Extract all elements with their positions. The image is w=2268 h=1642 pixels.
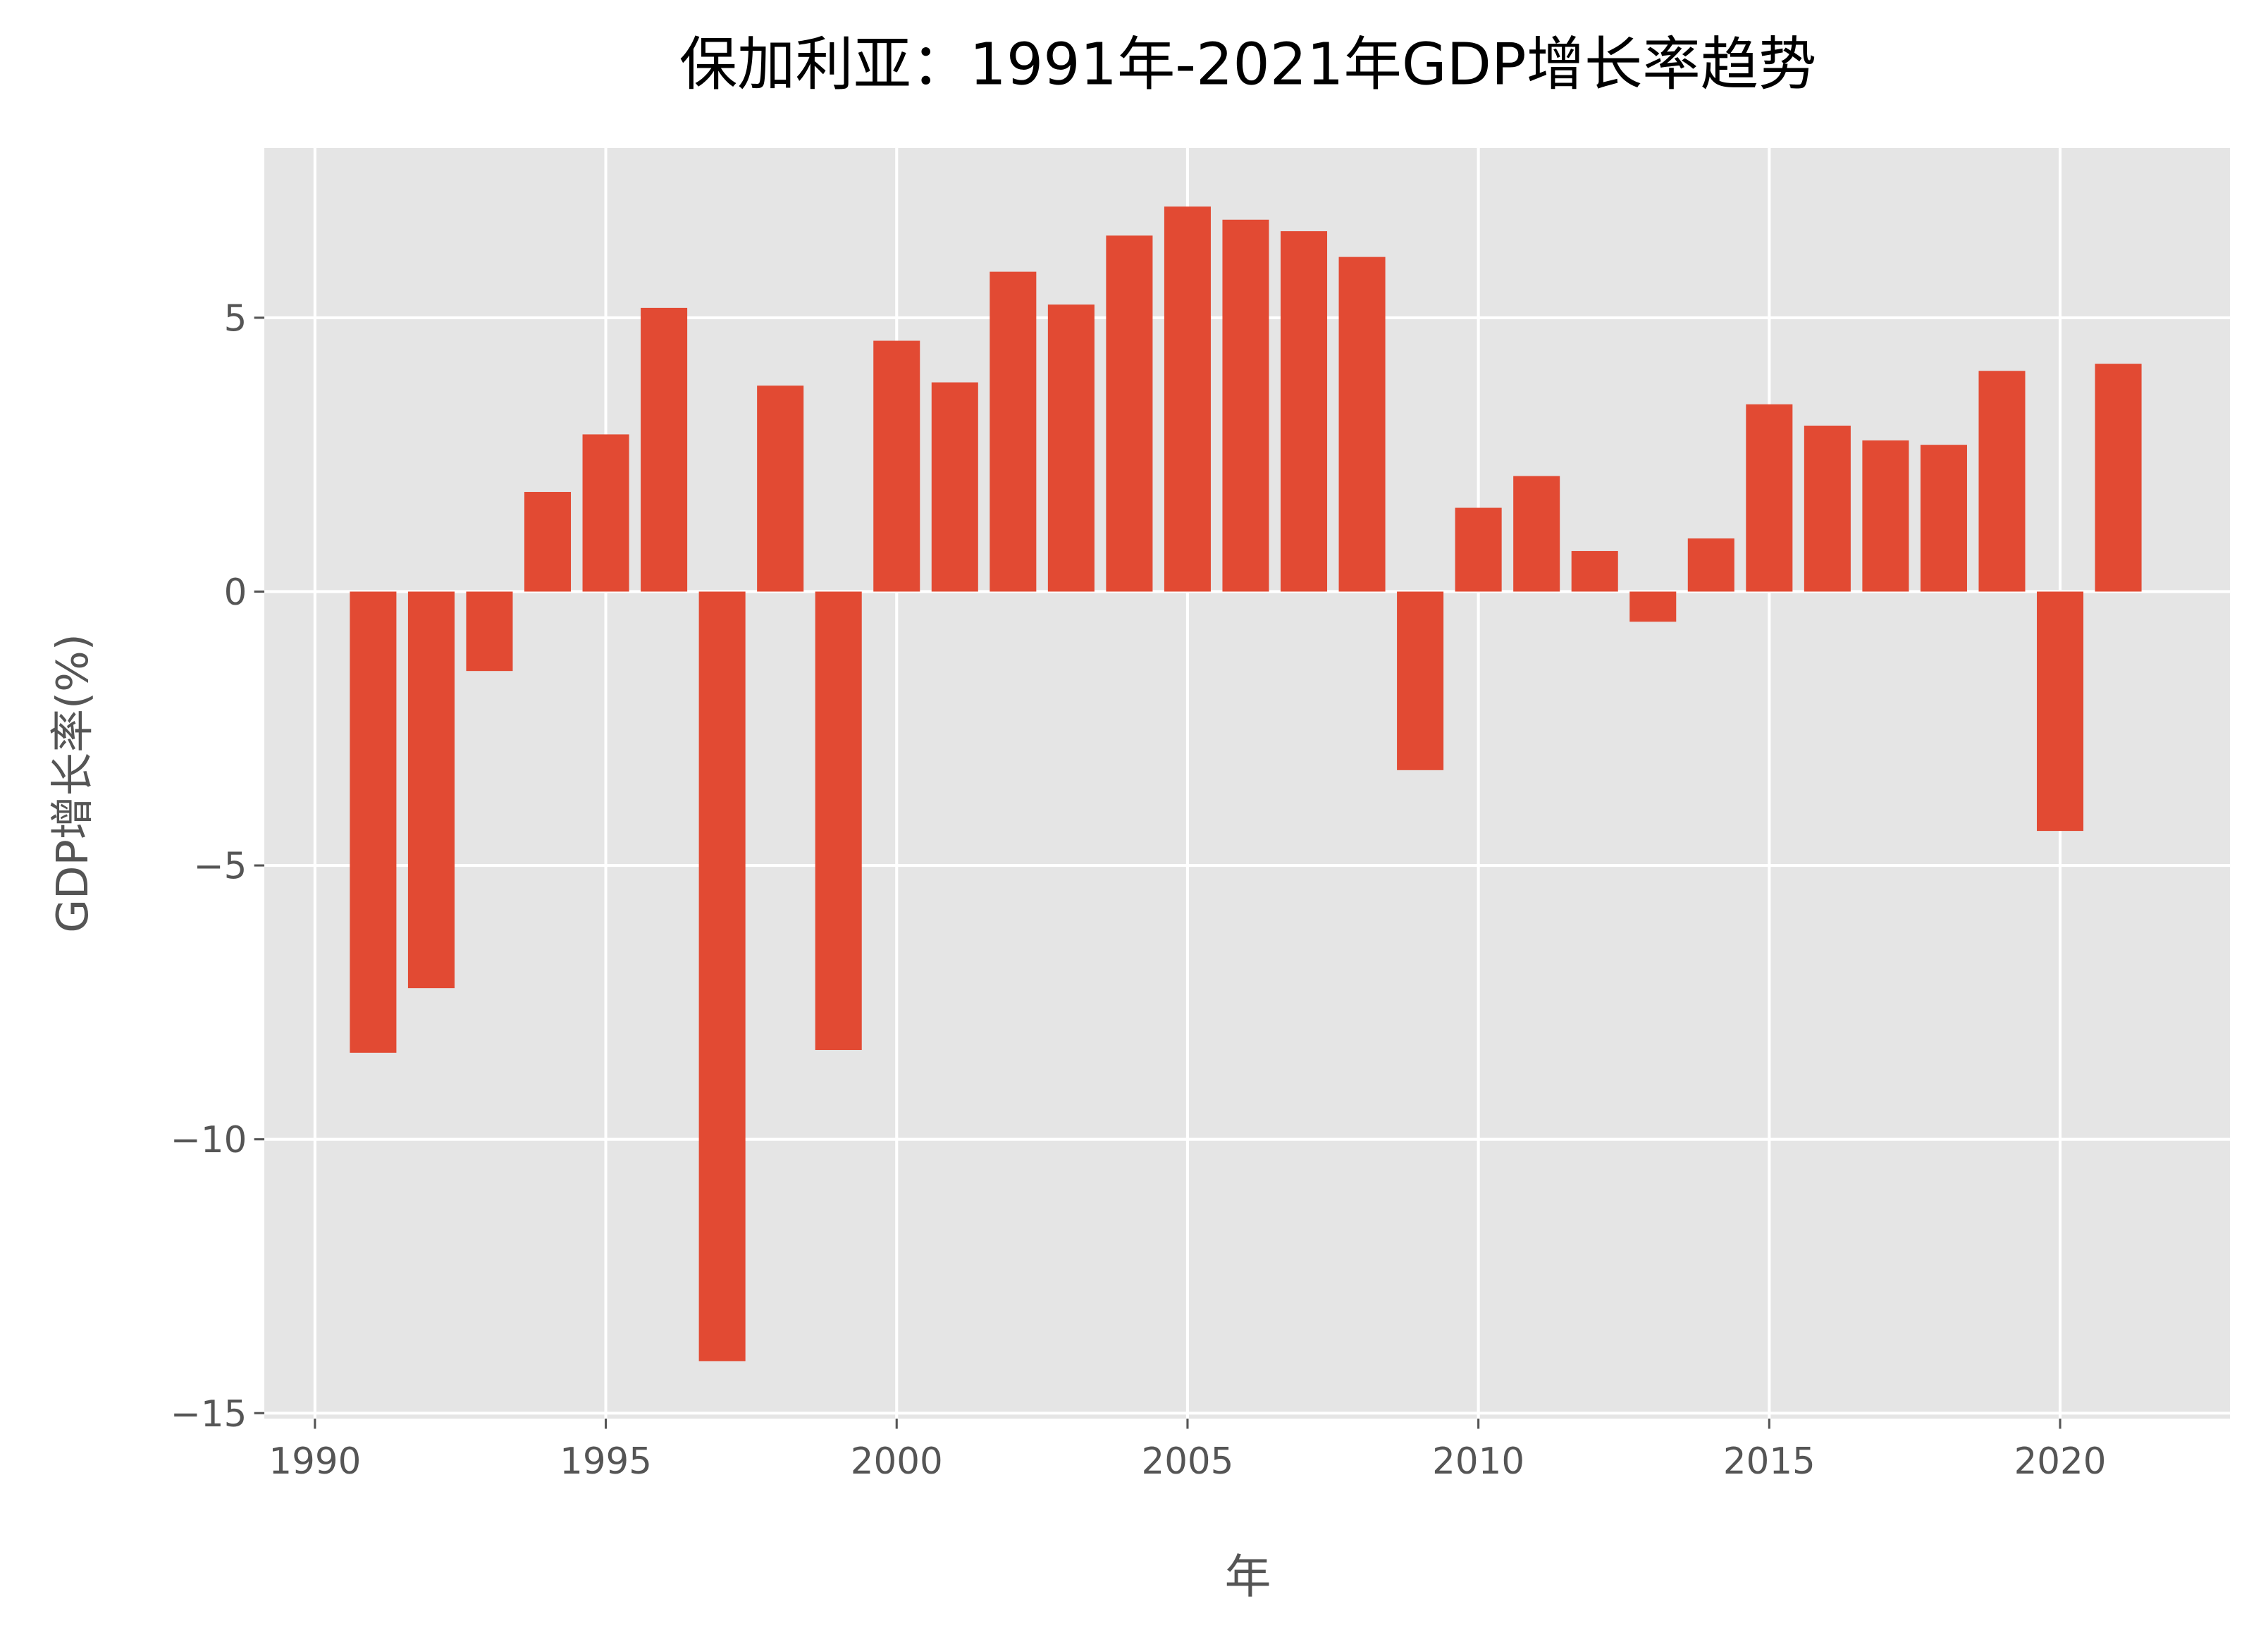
chart-title: 保加利亚：1991年-2021年GDP增长率趋势	[679, 31, 1817, 98]
y-tick-label: −5	[194, 846, 247, 888]
bar	[931, 382, 978, 592]
bar	[2095, 364, 2142, 592]
bar	[1281, 231, 1328, 592]
bar	[407, 591, 455, 989]
x-axis-label: 年	[1225, 1550, 1271, 1604]
y-tick-label: 5	[224, 297, 247, 340]
y-tick-label: 0	[224, 572, 247, 614]
bar	[1862, 440, 1909, 592]
bar	[1513, 476, 1560, 592]
x-tick-label: 2000	[851, 1440, 943, 1483]
bar	[1047, 304, 1095, 592]
bar	[1338, 257, 1386, 592]
bar	[1629, 591, 1677, 622]
y-tick-label: −10	[171, 1119, 247, 1161]
bar	[641, 307, 688, 592]
bar	[815, 591, 862, 1050]
x-tick-label: 2010	[1432, 1440, 1524, 1483]
bar	[1920, 445, 1967, 592]
bar	[466, 591, 513, 672]
bar	[1978, 371, 2026, 592]
bar	[990, 271, 1037, 592]
bar	[757, 385, 804, 592]
bar	[1106, 235, 1153, 592]
x-tick-label: 1990	[269, 1440, 361, 1483]
bar	[873, 340, 920, 592]
bar	[350, 591, 397, 1053]
y-tick-label: −15	[171, 1393, 247, 1436]
bar	[524, 492, 572, 592]
x-tick-label: 1995	[560, 1440, 652, 1483]
bar	[698, 591, 746, 1362]
bar	[1746, 404, 1793, 592]
bar	[1571, 550, 1618, 592]
bar	[1687, 538, 1734, 592]
bar	[1164, 206, 1211, 592]
y-axis-label: GDP增长率(%)	[47, 634, 98, 933]
bar	[2037, 591, 2084, 832]
bar	[1455, 507, 1502, 592]
bar	[1804, 425, 1851, 592]
bar	[1397, 591, 1444, 770]
x-tick-label: 2020	[2014, 1440, 2107, 1483]
bar	[1222, 219, 1269, 592]
x-tick-label: 2005	[1141, 1440, 1233, 1483]
bar	[582, 434, 629, 592]
x-tick-label: 2015	[1723, 1440, 1816, 1483]
